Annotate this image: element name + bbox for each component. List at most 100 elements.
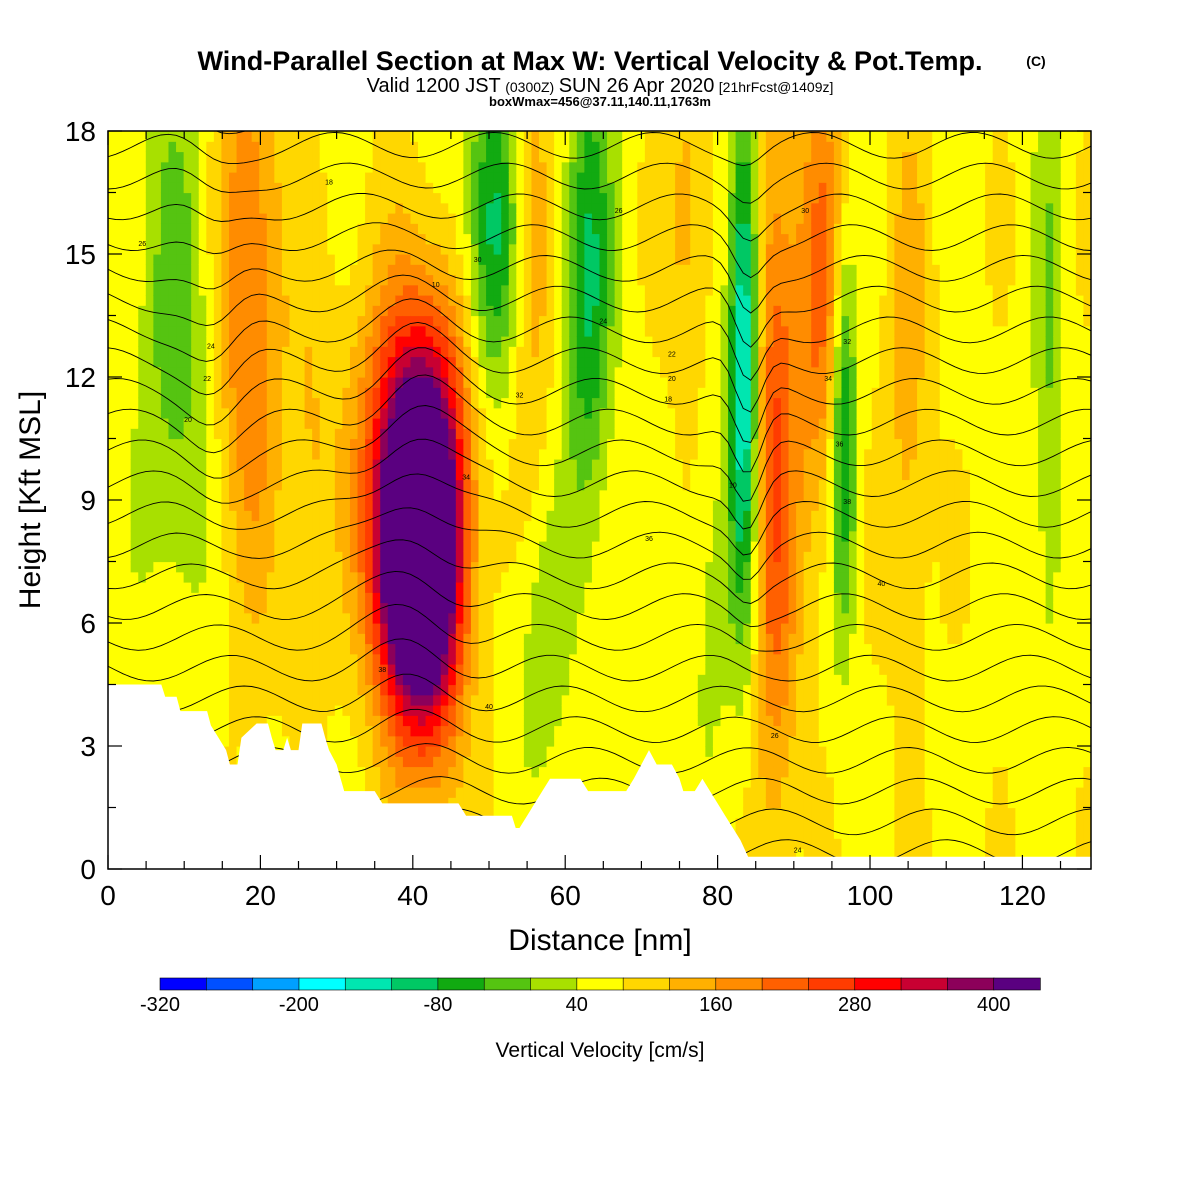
velocity-cell — [349, 172, 359, 183]
velocity-cell — [198, 530, 207, 542]
velocity-cell — [365, 612, 374, 624]
velocity-cell — [523, 510, 533, 522]
velocity-cell — [244, 356, 253, 368]
velocity-cell — [576, 172, 585, 183]
velocity-cell — [349, 325, 359, 337]
velocity-cell — [108, 284, 117, 296]
velocity-cell — [584, 766, 593, 778]
velocity-cell — [591, 756, 601, 768]
velocity-cell — [357, 489, 366, 501]
velocity-cell — [425, 664, 434, 675]
velocity-cell — [213, 592, 223, 604]
velocity-cell — [372, 694, 381, 706]
velocity-cell — [349, 674, 359, 686]
velocity-cell — [614, 530, 623, 542]
velocity-cell — [622, 520, 631, 532]
velocity-cell — [622, 592, 631, 604]
velocity-cell — [546, 489, 555, 501]
velocity-cell — [622, 459, 631, 470]
velocity-cell — [470, 182, 480, 194]
velocity-cell — [304, 356, 313, 368]
velocity-cell — [160, 192, 170, 204]
velocity-cell — [539, 387, 548, 399]
velocity-cell — [470, 510, 480, 522]
velocity-cell — [304, 489, 313, 501]
velocity-cell — [607, 746, 616, 757]
velocity-cell — [365, 664, 374, 675]
velocity-cell — [176, 346, 185, 358]
velocity-cell — [304, 530, 313, 542]
velocity-cell — [425, 346, 434, 358]
velocity-cell — [554, 161, 563, 173]
velocity-cell — [213, 428, 223, 440]
velocity-cell — [493, 684, 502, 696]
velocity-cell — [402, 346, 412, 358]
velocity-cell — [334, 356, 344, 368]
velocity-cell — [372, 356, 381, 368]
velocity-cell — [244, 346, 253, 358]
velocity-cell — [153, 366, 162, 378]
velocity-cell — [395, 684, 404, 696]
velocity-cell — [304, 438, 313, 450]
velocity-cell — [523, 735, 533, 747]
velocity-cell — [372, 151, 381, 163]
velocity-cell — [486, 151, 495, 163]
velocity-cell — [251, 315, 260, 327]
velocity-cell — [221, 213, 230, 224]
velocity-cell — [410, 315, 419, 327]
velocity-cell — [213, 725, 223, 737]
velocity-cell — [145, 387, 154, 399]
velocity-cell — [304, 223, 313, 235]
velocity-cell — [372, 469, 381, 481]
velocity-cell — [274, 366, 283, 378]
velocity-cell — [108, 674, 117, 686]
velocity-cell — [244, 295, 253, 306]
velocity-cell — [160, 172, 170, 183]
velocity-cell — [455, 172, 464, 183]
velocity-cell — [281, 182, 291, 194]
velocity-cell — [380, 459, 389, 470]
velocity-cell — [425, 223, 434, 235]
velocity-cell — [501, 315, 510, 327]
velocity-cell — [486, 776, 495, 788]
velocity-cell — [516, 366, 525, 378]
velocity-cell — [349, 346, 359, 358]
velocity-cell — [372, 243, 381, 255]
velocity-cell — [319, 705, 328, 716]
velocity-cell — [160, 151, 170, 163]
velocity-cell — [448, 664, 457, 675]
velocity-cell — [425, 202, 434, 214]
velocity-cell — [622, 172, 631, 183]
velocity-cell — [622, 448, 631, 460]
velocity-cell — [584, 274, 593, 286]
velocity-cell — [213, 541, 223, 552]
velocity-cell — [342, 674, 351, 686]
velocity-cell — [244, 582, 253, 593]
velocity-cell — [493, 141, 502, 153]
velocity-cell — [501, 336, 510, 347]
velocity-cell — [365, 510, 374, 522]
velocity-cell — [576, 315, 585, 327]
velocity-cell — [266, 592, 275, 604]
velocity-cell — [244, 161, 253, 173]
velocity-cell — [463, 438, 472, 450]
velocity-cell — [470, 448, 480, 460]
velocity-cell — [614, 438, 623, 450]
velocity-cell — [183, 705, 192, 716]
velocity-cell — [251, 131, 260, 142]
velocity-cell — [138, 500, 147, 511]
velocity-cell — [365, 428, 374, 440]
velocity-cell — [554, 633, 563, 645]
velocity-cell — [138, 325, 147, 337]
velocity-cell — [312, 202, 321, 214]
velocity-cell — [297, 366, 306, 378]
velocity-cell — [516, 233, 525, 245]
velocity-cell — [228, 582, 238, 593]
velocity-cell — [599, 305, 608, 317]
velocity-cell — [448, 797, 457, 809]
velocity-cell — [402, 510, 412, 522]
velocity-cell — [546, 254, 555, 265]
velocity-cell — [236, 725, 245, 737]
velocity-cell — [115, 448, 124, 460]
velocity-cell — [599, 705, 608, 716]
